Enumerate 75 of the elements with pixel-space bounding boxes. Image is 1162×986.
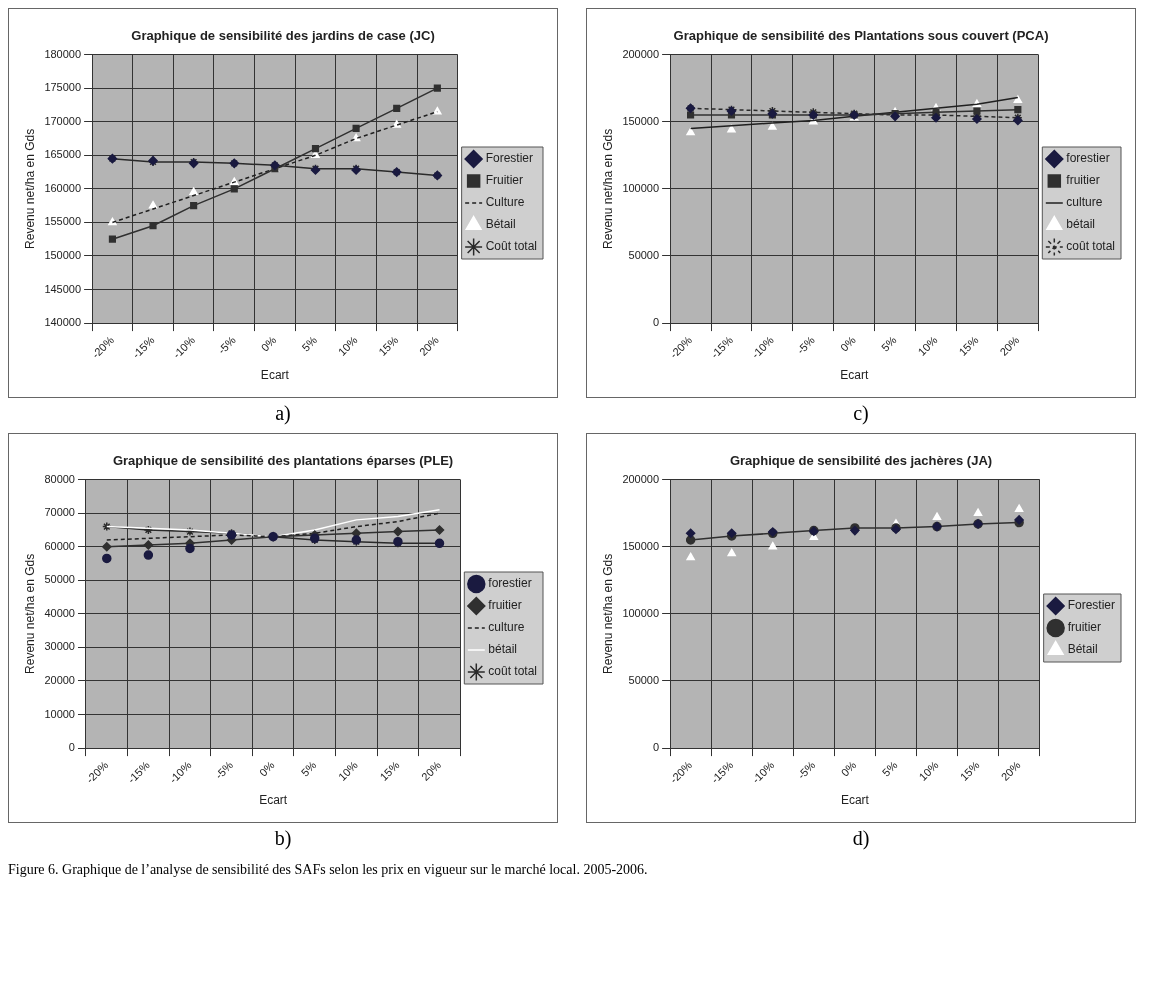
y-tick-label: 40000 xyxy=(44,606,75,619)
y-tick-label: 100000 xyxy=(622,606,660,619)
legend-label: culture xyxy=(488,620,525,635)
y-tick-label: 30000 xyxy=(44,640,75,653)
x-tick-label: 0% xyxy=(258,333,279,354)
legend-label: fruitier xyxy=(488,598,522,613)
x-axis-title: Ecart xyxy=(260,368,290,383)
y-axis-title: Revenu net/ha en Gds xyxy=(600,128,615,249)
y-tick-label: 150000 xyxy=(622,114,660,127)
y-tick-label: 140000 xyxy=(44,316,82,329)
x-tick-label: -5% xyxy=(794,333,818,357)
x-tick-label: 5% xyxy=(298,758,319,779)
x-tick-label: -5% xyxy=(215,333,238,357)
y-axis-title: Revenu net/ha en Gds xyxy=(22,128,37,249)
legend-label: fruitier xyxy=(1067,620,1101,635)
y-tick-label: 150000 xyxy=(44,249,82,262)
legend-label: forestier xyxy=(488,576,532,591)
y-tick-label: 180000 xyxy=(44,47,82,60)
y-tick-label: 0 xyxy=(652,316,660,329)
text: c) xyxy=(852,402,870,425)
y-tick-label: 200000 xyxy=(622,472,660,485)
legend-label: coût total xyxy=(488,664,538,679)
y-tick-label: 0 xyxy=(652,741,660,754)
y-tick-label: 20000 xyxy=(44,674,75,687)
x-tick-label: 0% xyxy=(838,333,858,354)
text: b) xyxy=(273,827,293,850)
x-tick-label: 5% xyxy=(878,333,899,354)
legend-label: forestier xyxy=(1066,151,1110,166)
y-tick-label: 10000 xyxy=(44,707,75,720)
y-tick-label: 160000 xyxy=(44,181,82,194)
x-axis-title: Ecart xyxy=(840,793,870,808)
y-axis-title: Revenu net/ha en Gds xyxy=(600,553,615,674)
text: d) xyxy=(851,827,871,850)
caption: Figure 6. Graphique de l’analyse de sensibilité des SAFs selon les prix en vigueur sur le marché local. 2005-2006. xyxy=(8,862,649,878)
y-tick-label: 60000 xyxy=(44,539,75,552)
legend-label: Forestier xyxy=(1067,598,1115,613)
y-tick-label: 0 xyxy=(68,741,75,754)
chart-title: Graphique de sensibilité des Plantations sous couvert (PCA) xyxy=(673,28,1049,44)
x-tick-label: -5% xyxy=(212,758,236,782)
y-tick-label: 70000 xyxy=(44,506,75,519)
chart-title: Graphique de sensibilité des jardins de case (JC) xyxy=(131,28,435,44)
legend-label: Culture xyxy=(485,195,525,210)
legend-label: Bétail xyxy=(485,217,516,232)
legend-label: Fruitier xyxy=(485,173,523,188)
y-tick-label: 165000 xyxy=(44,148,82,161)
legend-label: fruitier xyxy=(1066,173,1100,188)
y-tick-label: 100000 xyxy=(622,181,660,194)
legend-label: Forestier xyxy=(485,151,533,166)
chart-title: Graphique de sensibilité des jachères (JA) xyxy=(729,453,993,469)
y-tick-label: 170000 xyxy=(44,114,82,127)
x-axis-title: Ecart xyxy=(259,793,288,808)
text: a) xyxy=(274,402,292,425)
x-tick-label: 5% xyxy=(879,758,900,779)
y-tick-label: 80000 xyxy=(44,472,75,485)
y-tick-label: 175000 xyxy=(44,81,82,94)
legend-label: Coût total xyxy=(485,239,538,254)
x-tick-label: 5% xyxy=(299,333,320,354)
chart-title: Graphique de sensibilité des plantations éparses (PLE) xyxy=(112,453,454,469)
legend-label: Bétail xyxy=(1067,642,1098,657)
x-tick-label: 0% xyxy=(838,758,859,779)
y-tick-label: 150000 xyxy=(622,539,660,552)
y-tick-label: 50000 xyxy=(628,249,660,262)
x-tick-label: 0% xyxy=(256,758,277,779)
x-axis-title: Ecart xyxy=(840,368,869,383)
y-tick-label: 200000 xyxy=(622,47,660,60)
legend-label: coût total xyxy=(1066,239,1116,254)
y-tick-label: 155000 xyxy=(44,215,82,228)
y-tick-label: 50000 xyxy=(628,674,660,687)
legend-label: bétail xyxy=(488,642,517,657)
x-tick-label: -5% xyxy=(795,758,818,782)
legend-label: culture xyxy=(1066,195,1103,210)
y-tick-label: 50000 xyxy=(44,573,75,586)
y-tick-label: 145000 xyxy=(44,282,82,295)
y-axis-title: Revenu net/ha en Gds xyxy=(22,553,37,674)
legend-label: bétail xyxy=(1066,217,1095,232)
